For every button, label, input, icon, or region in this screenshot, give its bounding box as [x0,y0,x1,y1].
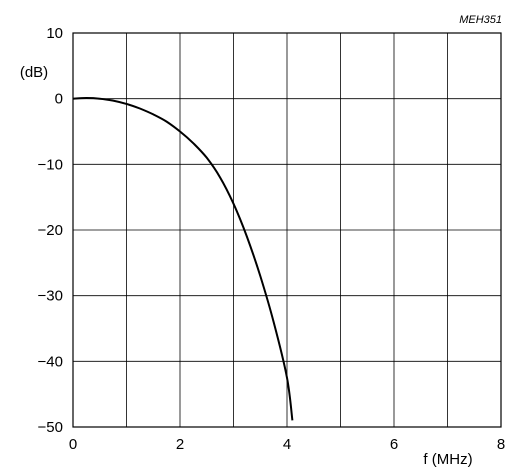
series-group [72,96,294,421]
y-tick-label: −20 [38,222,63,239]
x-tick-label: 2 [176,436,184,453]
y-tick-label: −50 [38,419,63,436]
y-tick-label: 10 [46,25,63,42]
y-tick-label: 0 [55,91,63,108]
y-axis-ticks: 10 0 −10 −20 −30 −40 −50 [38,25,63,436]
figure-reference: MEH351 [459,14,502,26]
x-tick-label: 6 [390,436,398,453]
x-axis-ticks: 0 2 4 6 8 [69,436,505,453]
plot-frame [72,32,502,428]
x-tick-label: 0 [69,436,77,453]
x-tick-label: 4 [283,436,291,453]
x-axis-label: f (MHz) [423,451,472,468]
y-tick-label: −30 [38,288,63,305]
plot-grid [73,33,501,427]
y-tick-label: −40 [38,353,63,370]
y-tick-label: −10 [38,156,63,173]
y-axis-label: (dB) [20,64,48,81]
x-tick-label: 8 [497,436,505,453]
response-curve [72,96,294,421]
